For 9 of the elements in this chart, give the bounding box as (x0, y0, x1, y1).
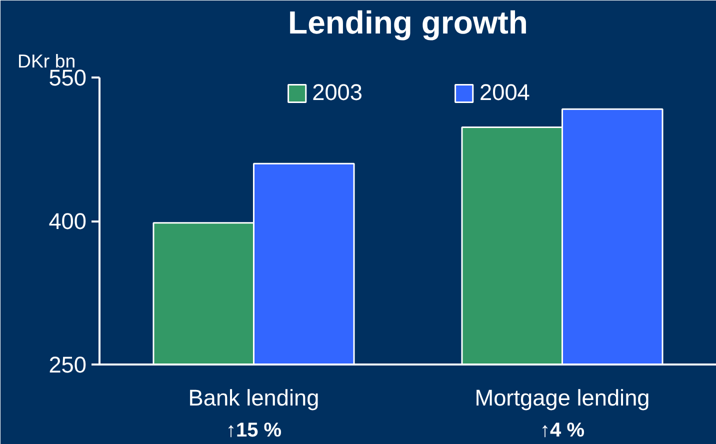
legend-label: 2004 (480, 79, 530, 106)
x-tick-label: Bank lending (188, 384, 320, 410)
text: ↑15 % (226, 420, 282, 442)
text: ↑4 % (540, 420, 585, 442)
y-tick-label: 400 (48, 208, 87, 234)
y-tick-label: 250 (48, 352, 87, 378)
chart-title: Lending growth (288, 4, 528, 40)
legend-label: 2003 (312, 79, 362, 106)
x-tick-label: Mortgage lending (474, 384, 650, 410)
